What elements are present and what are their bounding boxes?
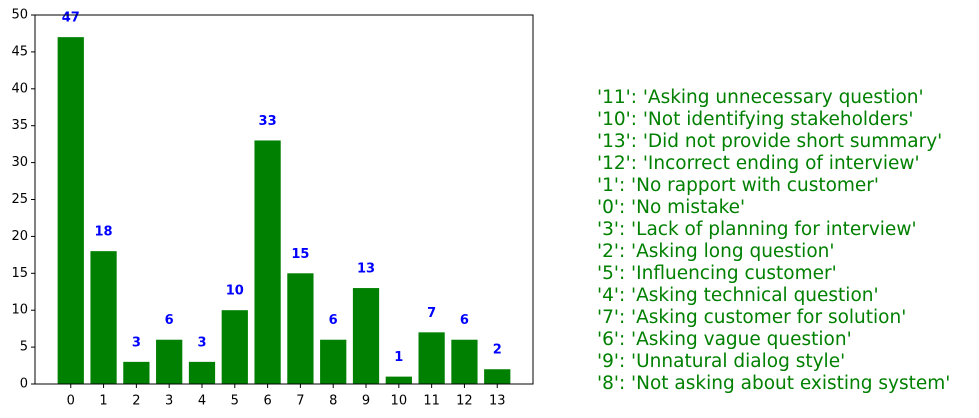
- y-tick-label: 0: [20, 377, 28, 392]
- bar: [320, 339, 347, 384]
- x-tick-label: 8: [329, 394, 337, 409]
- x-tick-label: 11: [423, 394, 440, 409]
- bar: [352, 288, 380, 384]
- annotation-line: '6': 'Asking vague question': [597, 329, 852, 350]
- data-label: 3: [132, 335, 141, 350]
- x-tick-label: 13: [489, 394, 506, 409]
- x-tick-label: 0: [67, 394, 75, 409]
- annotation-line: '0': 'No mistake': [597, 197, 745, 218]
- annotation-line: '7': 'Asking customer for solution': [597, 307, 906, 328]
- y-tick-label: 40: [11, 81, 28, 96]
- y-tick-label: 50: [11, 8, 28, 23]
- y-tick-label: 5: [20, 340, 28, 355]
- y-tick-label: 20: [11, 229, 28, 244]
- bar: [156, 339, 183, 384]
- annotation-line: '1': 'No rapport with customer': [597, 175, 879, 196]
- bar: [254, 140, 281, 384]
- data-label: 33: [259, 114, 277, 129]
- data-label: 13: [357, 262, 375, 277]
- y-tick-label: 45: [11, 44, 28, 59]
- y-tick-label: 30: [11, 155, 28, 170]
- bar: [57, 37, 84, 384]
- y-tick-label: 25: [11, 192, 28, 207]
- x-tick-label: 3: [165, 394, 173, 409]
- x-tick-label: 10: [391, 394, 408, 409]
- x-tick-label: 2: [132, 394, 140, 409]
- data-label: 47: [62, 11, 80, 26]
- annotation-line: '4': 'Asking technical question': [597, 285, 879, 306]
- bar: [287, 273, 314, 384]
- bar: [123, 361, 150, 384]
- plot-frame: [34, 14, 534, 385]
- bar: [221, 310, 248, 384]
- bar: [188, 361, 216, 384]
- x-tick-label: 12: [456, 394, 473, 409]
- x-tick-label: 1: [99, 394, 107, 409]
- y-tick-label: 15: [11, 266, 28, 281]
- annotation-line: '12': 'Incorrect ending of interview': [597, 153, 920, 174]
- annotation-line: '3': 'Lack of planning for interview': [597, 219, 917, 240]
- x-tick-label: 4: [198, 394, 206, 409]
- x-tick-label: 5: [231, 394, 239, 409]
- data-label: 2: [493, 343, 502, 358]
- data-label: 10: [226, 284, 244, 299]
- data-label: 6: [460, 313, 469, 328]
- y-tick-label: 35: [11, 118, 28, 133]
- data-label: 6: [329, 313, 338, 328]
- annotation-line: '8': 'Not asking about existing system': [597, 373, 950, 394]
- data-label: 1: [394, 350, 403, 365]
- data-label: 15: [291, 247, 309, 262]
- annotation-line: '13': 'Did not provide short summary': [597, 131, 942, 152]
- bar: [451, 339, 478, 384]
- annotation-line: '10': 'Not identifying stakeholders': [597, 109, 914, 130]
- annotation-line: '11': 'Asking unnecessary question': [597, 87, 924, 108]
- data-label: 3: [197, 335, 206, 350]
- x-tick-label: 9: [362, 394, 370, 409]
- bar: [385, 376, 412, 384]
- y-tick-label: 10: [11, 303, 28, 318]
- annotation-line: '5': 'Influencing customer': [597, 263, 837, 284]
- data-label: 6: [165, 313, 174, 328]
- annotation-line: '9': 'Unnatural dialog style': [597, 351, 845, 372]
- bar: [90, 251, 117, 384]
- bar: [418, 332, 445, 384]
- annotation-line: '2': 'Asking long question': [597, 241, 834, 262]
- x-tick-label: 7: [296, 394, 304, 409]
- data-label: 7: [427, 306, 436, 321]
- bar: [484, 369, 511, 384]
- data-label: 18: [95, 225, 113, 240]
- x-tick-label: 6: [263, 394, 271, 409]
